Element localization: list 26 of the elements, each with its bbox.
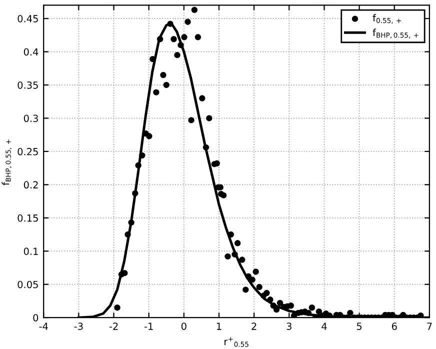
legend-label: f$_{0.55,+}$ xyxy=(372,14,401,24)
x-tick-label: 6 xyxy=(392,322,397,330)
y-tick-label: 0.35 xyxy=(18,81,38,89)
y-tick-label: 0.2 xyxy=(24,181,38,189)
x-tick-label: 5 xyxy=(356,322,362,330)
x-tick-label: 7 xyxy=(427,322,432,330)
y-tick-label: 0.15 xyxy=(18,214,38,222)
x-axis-title: r$^{+}$$_{0.55}$ xyxy=(224,337,248,347)
x-tick-label: 1 xyxy=(216,322,222,330)
y-tick-label: 0.3 xyxy=(24,114,38,122)
x-tick-label: 3 xyxy=(286,322,292,330)
y-tick-label: 0.25 xyxy=(18,148,38,156)
x-tick-label: 2 xyxy=(252,322,256,330)
x-tick-label: -4 xyxy=(39,322,48,330)
y-tick-label: 0.45 xyxy=(18,15,38,22)
y-axis-title: f$_{BHP,0.55,+}$ xyxy=(2,140,12,186)
x-tick-label: -3 xyxy=(74,322,83,330)
x-tick-label: -2 xyxy=(109,322,118,330)
y-tick-label: 0 xyxy=(33,314,38,322)
y-tick-label: 0.1 xyxy=(24,248,38,255)
y-tick-label: 0.05 xyxy=(18,280,38,288)
x-tick-label: -1 xyxy=(144,322,153,330)
y-tick-label: 0.4 xyxy=(24,48,38,56)
x-tick-label: 4 xyxy=(322,322,327,330)
x-tick-label: 0 xyxy=(181,322,186,330)
legend-label: f$_{BHP,0.55,+}$ xyxy=(372,28,418,38)
